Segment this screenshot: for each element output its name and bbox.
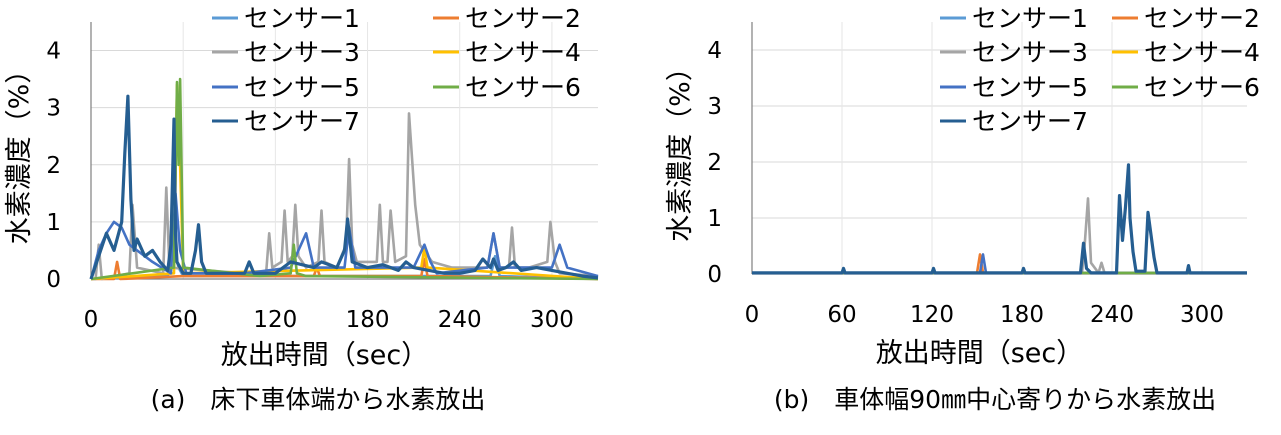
y-tick-label: 3	[46, 96, 61, 122]
legend-label: センサー2	[465, 4, 581, 33]
x-axis-label: 放出時間（sec）	[221, 340, 429, 371]
y-tick-label: 0	[46, 267, 61, 293]
y-axis-label: 水素濃度（%）	[4, 57, 35, 245]
y-tick-label: 4	[46, 39, 61, 65]
x-tick-label: 300	[1180, 302, 1224, 328]
legend-label: センサー5	[244, 73, 360, 102]
chart-panel-b: 0 1 2 3 4 0 60 120 180 240 300 センサー1 センサー…	[665, 4, 1260, 414]
x-tick-label: 240	[1090, 302, 1134, 328]
legend: センサー1 センサー2 センサー3 センサー4 センサー5 センサー6 センサー7	[212, 4, 581, 136]
series-line	[752, 253, 1247, 275]
y-tick-label: 4	[707, 38, 722, 64]
x-tick-label: 0	[84, 307, 99, 333]
y-tick-labels: 0 1 2 3 4	[707, 38, 722, 288]
x-tick-label: 0	[745, 302, 760, 328]
y-tick-label: 2	[46, 153, 61, 179]
gridlines	[752, 22, 1247, 274]
legend-label: センサー1	[244, 4, 360, 33]
legend: センサー1 センサー2 センサー3 センサー4 センサー5 センサー6 センサー7	[940, 4, 1260, 136]
legend-label: センサー5	[972, 73, 1088, 102]
x-tick-labels: 0 60 120 180 240 300	[84, 307, 574, 333]
y-axis-label: 水素濃度（%）	[665, 54, 696, 242]
legend-label: センサー7	[972, 107, 1088, 136]
y-tick-labels: 0 1 2 3 4	[46, 39, 61, 293]
legend-label: センサー2	[1144, 4, 1260, 33]
series-line	[89, 94, 599, 280]
series-line	[752, 253, 1247, 275]
y-tick-label: 2	[707, 150, 722, 176]
y-tick-label: 3	[707, 94, 722, 120]
x-tick-label: 300	[530, 307, 574, 333]
x-tick-label: 120	[253, 307, 297, 333]
chart-panel-a: 0 1 2 3 4 0 60 120 180 240 300 センサー1 センサー…	[4, 4, 599, 414]
series-line	[89, 192, 599, 280]
x-tick-label: 180	[346, 307, 390, 333]
panel-caption: (b) 車体幅90㎜中心寄りから水素放出	[774, 385, 1216, 414]
y-tick-label: 1	[707, 206, 722, 232]
y-tick-label: 0	[707, 262, 722, 288]
x-tick-label: 60	[169, 307, 198, 333]
legend-label: センサー6	[465, 73, 581, 102]
legend-label: センサー6	[1144, 73, 1260, 102]
legend-label: センサー1	[972, 4, 1088, 33]
legend-label: センサー4	[465, 38, 581, 67]
series-line	[91, 257, 599, 281]
x-tick-label: 240	[438, 307, 482, 333]
panel-caption: (a) 床下車体端から水素放出	[151, 385, 486, 414]
x-tick-labels: 0 60 120 180 240 300	[745, 302, 1224, 328]
x-tick-label: 180	[1000, 302, 1044, 328]
series-lines	[752, 163, 1247, 275]
x-axis-label: 放出時間（sec）	[876, 338, 1084, 369]
series-line	[752, 163, 1247, 275]
y-tick-label: 1	[46, 210, 61, 236]
series-lines	[89, 77, 599, 281]
x-tick-label: 60	[827, 302, 856, 328]
x-tick-label: 120	[910, 302, 954, 328]
series-line	[752, 197, 1247, 275]
legend-label: センサー3	[972, 38, 1088, 67]
legend-label: センサー7	[244, 107, 360, 136]
legend-label: センサー4	[1144, 38, 1260, 67]
legend-label: センサー3	[244, 38, 360, 67]
